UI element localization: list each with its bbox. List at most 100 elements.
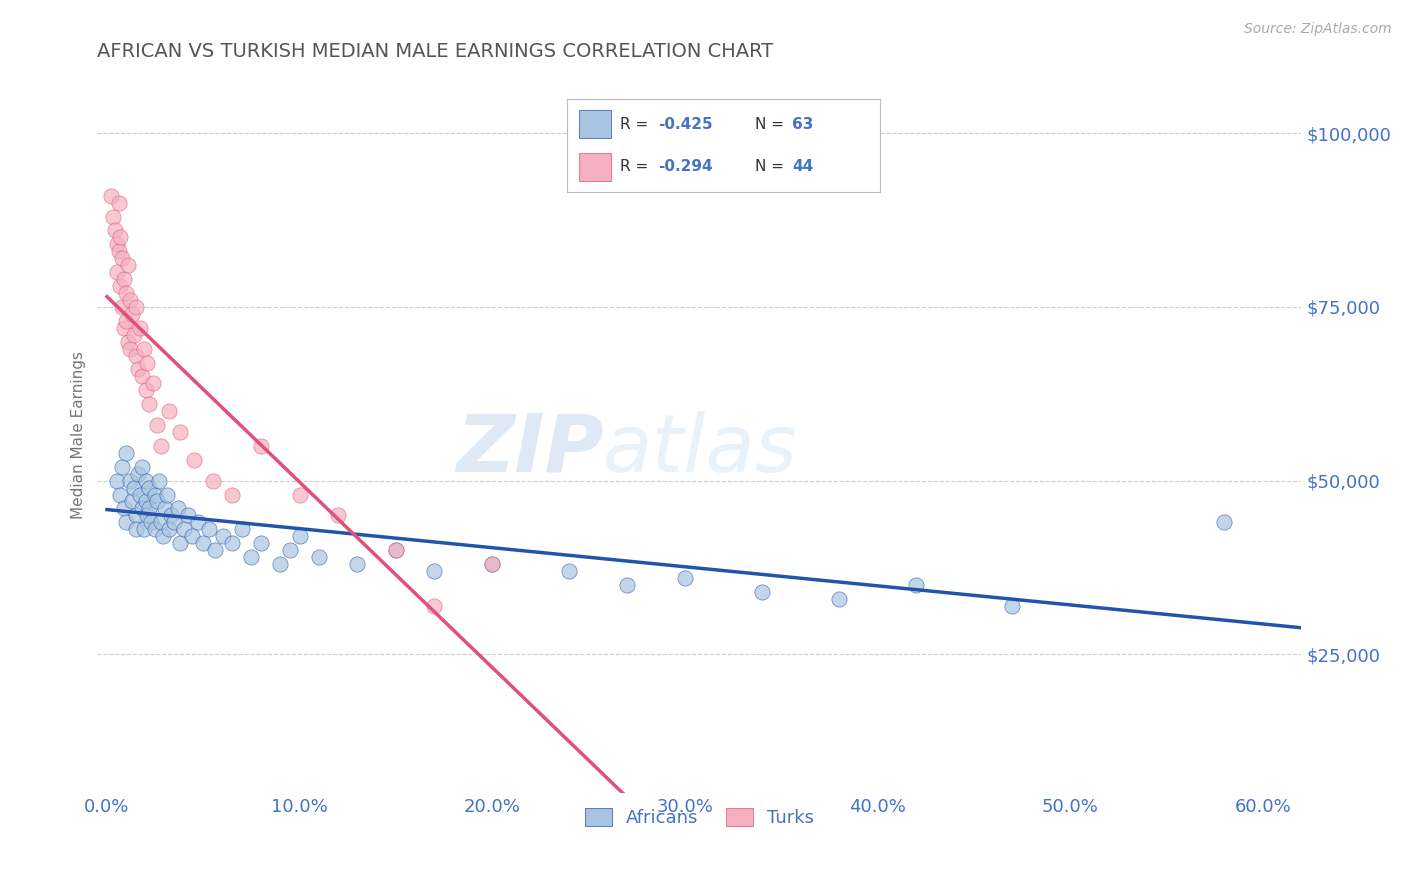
Point [110, 230, 132, 244]
Point [100, 188, 122, 202]
Point [141, 516, 163, 530]
Point [120, 474, 142, 488]
Point [198, 522, 221, 536]
Point [112, 272, 135, 286]
Point [385, 543, 408, 558]
Point [110, 487, 132, 501]
Point [111, 459, 134, 474]
Point [110, 279, 132, 293]
Point [278, 543, 301, 558]
Point [122, 481, 145, 495]
Point [481, 557, 503, 571]
Point [149, 516, 172, 530]
Point [115, 314, 138, 328]
Point [173, 522, 195, 536]
Point [128, 487, 150, 501]
Text: atlas: atlas [603, 411, 797, 489]
Point [115, 446, 138, 460]
Point [163, 516, 186, 530]
Point [149, 439, 172, 453]
Point [142, 376, 165, 391]
Point [157, 522, 180, 536]
Point [250, 439, 273, 453]
Point [169, 536, 191, 550]
Point [169, 425, 191, 439]
Point [125, 349, 148, 363]
Point [104, 223, 127, 237]
Text: AFRICAN VS TURKISH MEDIAN MALE EARNINGS CORRELATION CHART: AFRICAN VS TURKISH MEDIAN MALE EARNINGS … [97, 42, 773, 61]
Point [132, 522, 155, 536]
Point [221, 536, 243, 550]
Point [558, 564, 581, 578]
Point [131, 501, 153, 516]
Point [221, 487, 243, 501]
Point [107, 195, 129, 210]
Point [127, 467, 149, 481]
Point [288, 529, 311, 543]
Point [616, 578, 638, 592]
Point [134, 474, 156, 488]
Point [136, 508, 159, 523]
Point [128, 320, 150, 334]
Point [346, 557, 368, 571]
Point [156, 487, 179, 501]
Point [905, 578, 928, 592]
Point [204, 543, 226, 558]
Point [186, 516, 208, 530]
Point [308, 550, 330, 565]
Point [115, 516, 138, 530]
Point [148, 474, 170, 488]
Point [288, 487, 311, 501]
Point [101, 210, 124, 224]
Point [132, 342, 155, 356]
Point [107, 244, 129, 259]
Point [146, 418, 169, 433]
Point [751, 584, 773, 599]
Point [423, 599, 446, 613]
Point [131, 369, 153, 384]
Point [125, 300, 148, 314]
Point [115, 285, 138, 300]
Point [138, 481, 160, 495]
Point [673, 571, 696, 585]
Point [121, 307, 143, 321]
Point [157, 404, 180, 418]
Point [117, 258, 139, 272]
Y-axis label: Median Male Earnings: Median Male Earnings [72, 351, 86, 519]
Point [120, 293, 142, 307]
Point [231, 522, 253, 536]
Point [250, 536, 273, 550]
Point [125, 508, 148, 523]
Point [177, 508, 200, 523]
Point [111, 252, 134, 266]
Point [112, 501, 135, 516]
Point [122, 327, 145, 342]
Point [159, 508, 181, 523]
Point [146, 494, 169, 508]
Point [269, 557, 291, 571]
Point [143, 487, 166, 501]
Point [136, 355, 159, 369]
Point [152, 529, 174, 543]
Point [211, 529, 233, 543]
Point [111, 300, 134, 314]
Point [153, 501, 176, 516]
Point [423, 564, 446, 578]
Point [1213, 516, 1236, 530]
Point [112, 320, 135, 334]
Point [193, 536, 215, 550]
Text: Source: ZipAtlas.com: Source: ZipAtlas.com [1244, 22, 1392, 37]
Point [240, 550, 263, 565]
Text: ZIP: ZIP [456, 411, 603, 489]
Point [183, 452, 205, 467]
Point [134, 384, 156, 398]
Point [131, 459, 153, 474]
Point [326, 508, 349, 523]
Point [125, 522, 148, 536]
Point [105, 237, 128, 252]
Point [134, 494, 156, 508]
Legend: Africans, Turks: Africans, Turks [578, 801, 821, 834]
Point [138, 501, 160, 516]
Point [121, 494, 143, 508]
Point [1001, 599, 1024, 613]
